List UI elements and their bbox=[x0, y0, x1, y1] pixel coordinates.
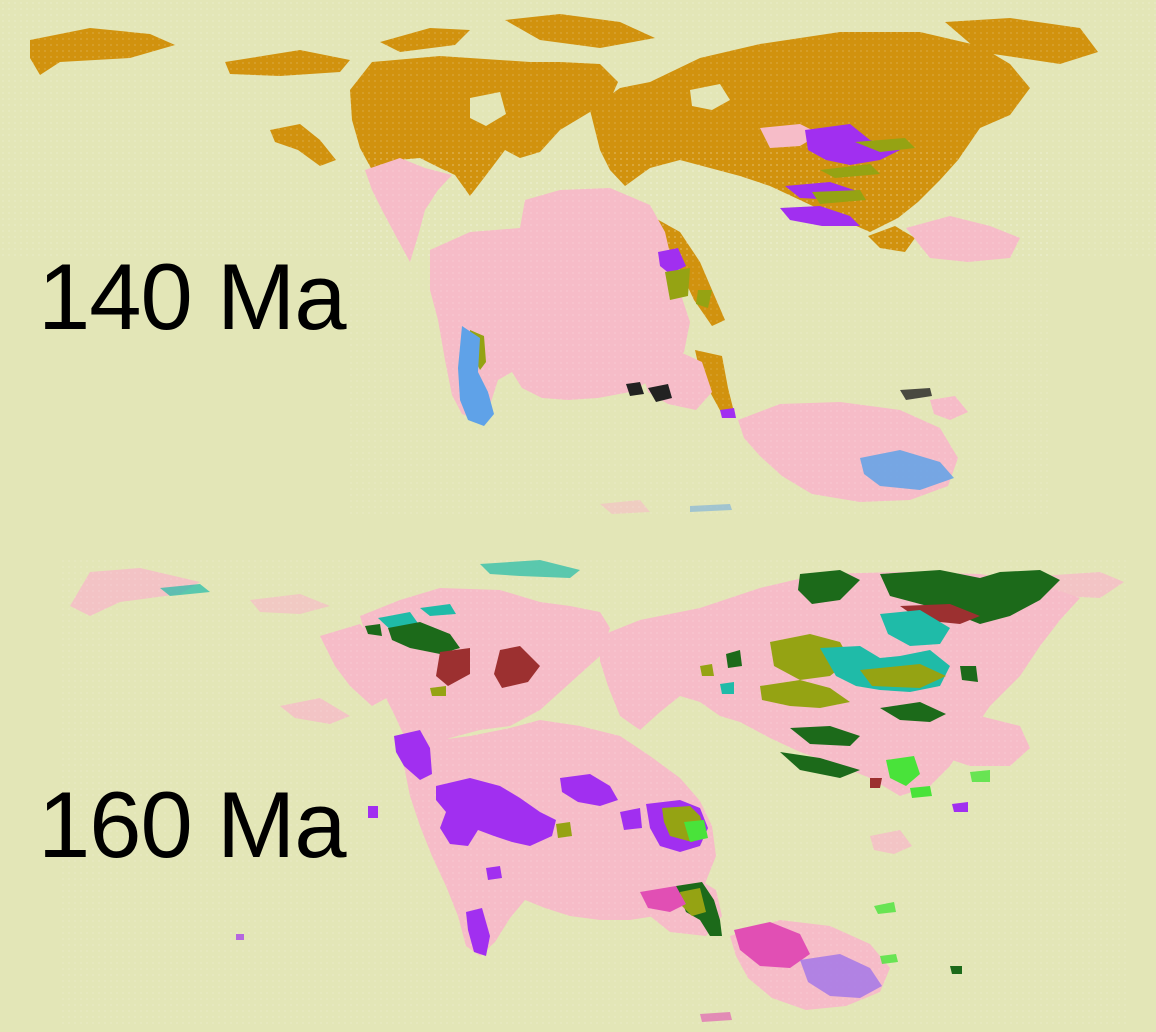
facies-patches-140-ma bbox=[458, 124, 954, 512]
age-label-160-ma: 160 Ma bbox=[38, 772, 347, 877]
map-140-ma-svg bbox=[0, 0, 1156, 516]
age-label-140-ma: 140 Ma bbox=[38, 244, 347, 349]
map-panel-140-ma: 140 Ma bbox=[0, 0, 1156, 516]
facies-patches-160-ma bbox=[160, 560, 1060, 1022]
map-panel-160-ma: 160 Ma bbox=[0, 516, 1156, 1032]
map-160-ma-svg bbox=[60, 556, 1130, 1026]
southern-landmass-pink bbox=[350, 124, 1050, 516]
